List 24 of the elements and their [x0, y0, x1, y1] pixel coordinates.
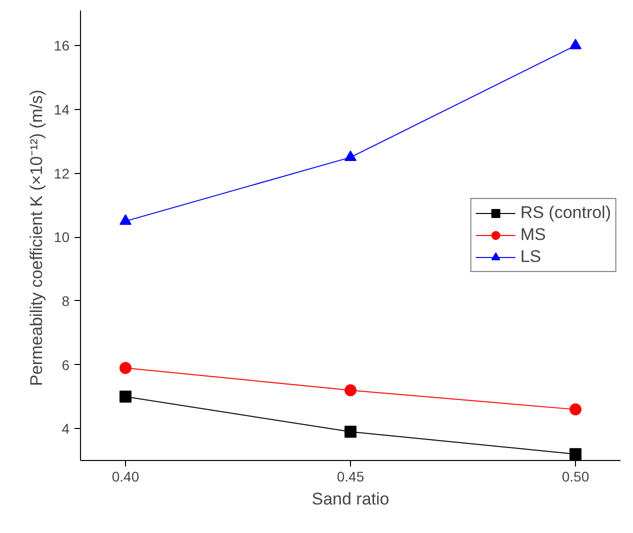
- point: [120, 362, 132, 374]
- legend-label: MS: [520, 225, 546, 245]
- x-tick-label: 0.45: [336, 468, 364, 484]
- y-tick-label: 10: [54, 229, 70, 246]
- point: [120, 214, 132, 225]
- point: [570, 448, 582, 460]
- x-axis-title: Sand ratio: [312, 490, 390, 508]
- y-tick-label: 8: [62, 292, 70, 309]
- legend-label: RS (control): [520, 203, 611, 223]
- y-tick-label: 12: [54, 165, 70, 182]
- point: [344, 150, 356, 161]
- y-tick-label: 6: [62, 356, 70, 373]
- point: [570, 403, 582, 416]
- point: [570, 38, 582, 50]
- point: [344, 384, 356, 396]
- x-tick-label: 0.50: [562, 468, 590, 484]
- x-tick-label: 0.40: [112, 468, 140, 484]
- legend-label: LS: [520, 247, 542, 267]
- y-tick-label: 14: [54, 101, 70, 118]
- y-tick-label: 4: [62, 420, 70, 437]
- point: [344, 426, 356, 438]
- y-axis-title: Permeability coefficient K (×10⁻¹²) (m/s): [26, 90, 46, 386]
- y-tick-label: 16: [54, 38, 70, 54]
- point: [120, 390, 132, 403]
